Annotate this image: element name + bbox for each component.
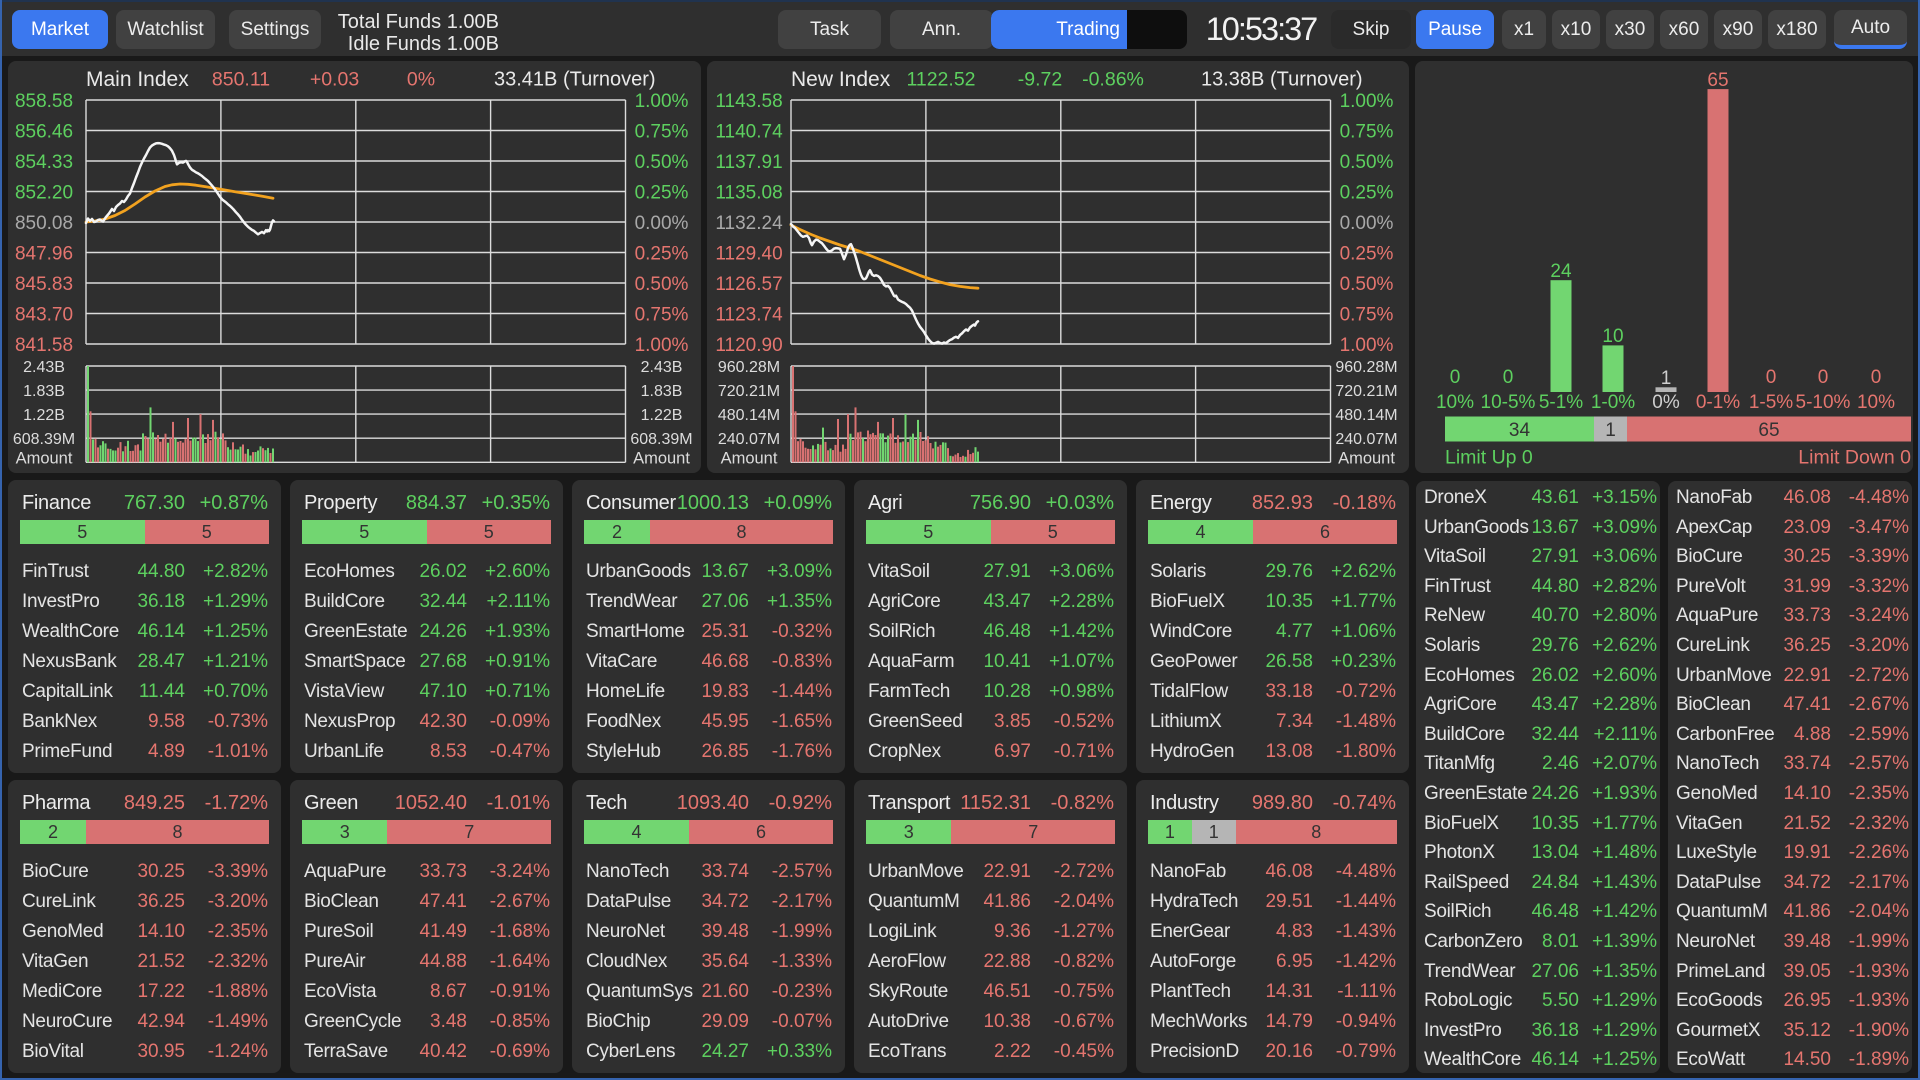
svg-text:Amount: Amount — [16, 450, 73, 468]
svg-text:65: 65 — [1707, 70, 1728, 91]
svg-text:New Index: New Index — [791, 68, 891, 91]
svg-text:960.28M: 960.28M — [718, 359, 780, 376]
svg-text:1-0%: 1-0% — [1591, 392, 1635, 413]
svg-text:0.25%: 0.25% — [1340, 243, 1394, 264]
svg-text:+0.03: +0.03 — [310, 69, 359, 91]
svg-text:0%: 0% — [1652, 392, 1680, 413]
svg-text:0.50%: 0.50% — [1340, 152, 1394, 173]
svg-text:0: 0 — [1818, 367, 1829, 388]
svg-text:1: 1 — [1605, 420, 1616, 441]
svg-text:Limit Up 0: Limit Up 0 — [1445, 447, 1533, 469]
svg-text:0: 0 — [1871, 367, 1882, 388]
svg-text:13.38B (Turnover): 13.38B (Turnover) — [1201, 69, 1363, 91]
svg-text:Main Index: Main Index — [86, 68, 189, 91]
svg-text:720.21M: 720.21M — [1335, 383, 1397, 400]
svg-text:854.33: 854.33 — [15, 152, 73, 173]
svg-text:1137.91: 1137.91 — [715, 152, 782, 173]
svg-text:5-1%: 5-1% — [1539, 392, 1583, 413]
svg-text:0.75%: 0.75% — [635, 304, 689, 325]
svg-text:1.22B: 1.22B — [23, 407, 65, 424]
svg-text:847.96: 847.96 — [15, 243, 73, 264]
svg-text:0.25%: 0.25% — [1340, 182, 1394, 203]
svg-text:1143.58: 1143.58 — [715, 91, 782, 112]
svg-text:-0.86%: -0.86% — [1082, 69, 1144, 91]
svg-text:24: 24 — [1550, 261, 1572, 282]
svg-text:0.75%: 0.75% — [1340, 304, 1394, 325]
svg-text:Amount: Amount — [721, 450, 778, 468]
svg-text:0.50%: 0.50% — [635, 274, 689, 295]
svg-text:5-10%: 5-10% — [1796, 392, 1851, 413]
svg-text:852.20: 852.20 — [15, 182, 73, 203]
svg-text:1.00%: 1.00% — [635, 335, 689, 356]
svg-text:850.11: 850.11 — [212, 69, 270, 91]
svg-text:720.21M: 720.21M — [718, 383, 780, 400]
svg-text:10%: 10% — [1857, 392, 1895, 413]
svg-text:240.07M: 240.07M — [718, 431, 780, 448]
svg-text:480.14M: 480.14M — [718, 407, 780, 424]
svg-text:0.50%: 0.50% — [1340, 274, 1394, 295]
svg-text:1.00%: 1.00% — [1340, 91, 1394, 112]
svg-text:1.83B: 1.83B — [641, 383, 683, 400]
svg-text:1: 1 — [1661, 368, 1672, 389]
svg-text:10-5%: 10-5% — [1481, 392, 1536, 413]
svg-text:0-1%: 0-1% — [1696, 392, 1740, 413]
svg-text:2.43B: 2.43B — [23, 359, 65, 376]
svg-text:1122.52: 1122.52 — [906, 69, 975, 91]
svg-text:1.22B: 1.22B — [641, 407, 683, 424]
svg-text:1132.24: 1132.24 — [715, 213, 783, 234]
svg-text:1120.90: 1120.90 — [715, 335, 782, 356]
svg-text:0.25%: 0.25% — [635, 182, 689, 203]
svg-text:240.07M: 240.07M — [1335, 431, 1397, 448]
svg-text:1140.74: 1140.74 — [715, 121, 783, 142]
svg-text:1123.74: 1123.74 — [715, 304, 783, 325]
svg-text:0: 0 — [1450, 367, 1461, 388]
svg-text:1129.40: 1129.40 — [715, 243, 782, 264]
svg-text:1.00%: 1.00% — [1340, 335, 1394, 356]
svg-text:0.50%: 0.50% — [635, 152, 689, 173]
svg-text:850.08: 850.08 — [15, 213, 73, 234]
svg-text:1-5%: 1-5% — [1749, 392, 1793, 413]
svg-text:0: 0 — [1503, 367, 1514, 388]
svg-text:0: 0 — [1766, 367, 1777, 388]
svg-text:-9.72: -9.72 — [1018, 69, 1062, 91]
svg-text:Amount: Amount — [1338, 450, 1395, 468]
svg-text:65: 65 — [1758, 420, 1779, 441]
svg-text:858.58: 858.58 — [15, 91, 73, 112]
svg-text:1135.08: 1135.08 — [715, 182, 782, 203]
svg-text:1.00%: 1.00% — [635, 91, 689, 112]
svg-text:1.83B: 1.83B — [23, 383, 65, 400]
svg-text:10%: 10% — [1436, 392, 1474, 413]
svg-text:0.75%: 0.75% — [1340, 121, 1394, 142]
svg-text:960.28M: 960.28M — [1335, 359, 1397, 376]
svg-text:0.00%: 0.00% — [1340, 213, 1394, 234]
svg-text:856.46: 856.46 — [15, 121, 73, 142]
svg-text:Amount: Amount — [633, 450, 690, 468]
svg-text:0%: 0% — [407, 69, 435, 91]
svg-text:845.83: 845.83 — [15, 274, 73, 295]
svg-text:608.39M: 608.39M — [630, 431, 692, 448]
svg-text:33.41B (Turnover): 33.41B (Turnover) — [494, 69, 656, 91]
svg-text:10: 10 — [1602, 326, 1623, 347]
svg-text:1126.57: 1126.57 — [715, 274, 782, 295]
svg-text:34: 34 — [1509, 420, 1531, 441]
svg-text:843.70: 843.70 — [15, 304, 73, 325]
svg-text:841.58: 841.58 — [15, 335, 73, 356]
svg-text:2.43B: 2.43B — [641, 359, 683, 376]
svg-text:480.14M: 480.14M — [1335, 407, 1397, 424]
svg-text:0.00%: 0.00% — [635, 213, 689, 234]
svg-text:0.75%: 0.75% — [635, 121, 689, 142]
svg-text:608.39M: 608.39M — [13, 431, 75, 448]
svg-text:0.25%: 0.25% — [635, 243, 689, 264]
svg-text:Limit Down 0: Limit Down 0 — [1798, 447, 1911, 469]
